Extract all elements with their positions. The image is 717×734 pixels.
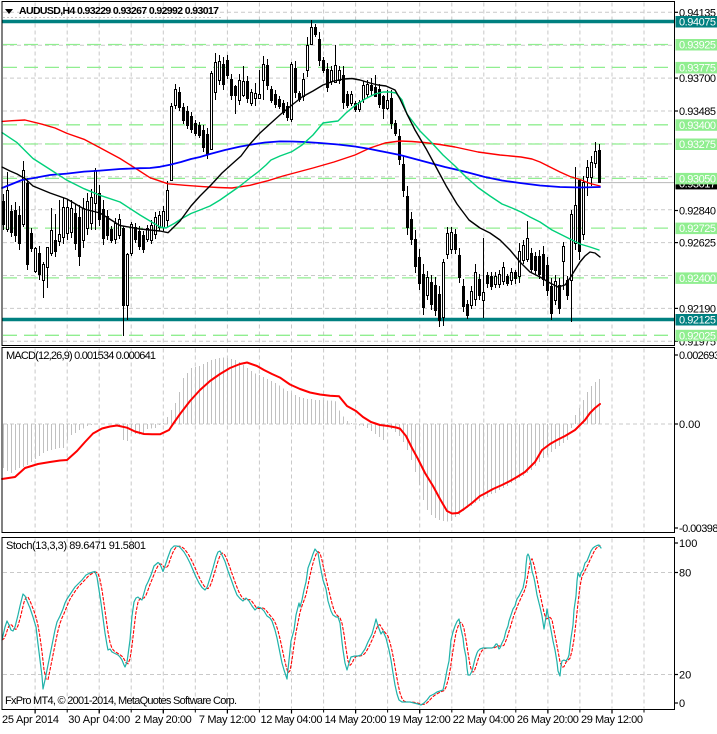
svg-text:0.93485: 0.93485 (679, 106, 716, 118)
svg-text:0.92025: 0.92025 (679, 330, 716, 342)
svg-text:14 May 20:00: 14 May 20:00 (325, 714, 387, 726)
svg-text:19 May 12:00: 19 May 12:00 (389, 714, 451, 726)
svg-text:0.93925: 0.93925 (679, 40, 716, 52)
svg-text:25 Apr 2014: 25 Apr 2014 (2, 714, 59, 726)
svg-text:22 May 04:00: 22 May 04:00 (453, 714, 515, 726)
svg-text:-0.003984: -0.003984 (679, 523, 717, 535)
svg-text:0.00: 0.00 (679, 419, 700, 431)
svg-text:0.93400: 0.93400 (679, 120, 716, 132)
svg-text:100: 100 (679, 538, 697, 550)
svg-text:0.92125: 0.92125 (679, 315, 716, 327)
svg-text:FxPro MT4, © 2001-2014, MetaQu: FxPro MT4, © 2001-2014, MetaQuotes Softw… (5, 695, 237, 707)
svg-text:0.93775: 0.93775 (679, 62, 716, 74)
svg-text:0: 0 (679, 698, 685, 710)
svg-text:2 May 20:00: 2 May 20:00 (135, 714, 192, 726)
svg-text:MACD(12,26,9) 0.001534 0.00064: MACD(12,26,9) 0.001534 0.000641 (6, 350, 156, 362)
svg-text:7 May 12:00: 7 May 12:00 (199, 714, 256, 726)
svg-text:80: 80 (679, 568, 691, 580)
svg-text:20: 20 (679, 670, 691, 682)
svg-text:26 May 20:00: 26 May 20:00 (517, 714, 579, 726)
svg-text:29 May 12:00: 29 May 12:00 (581, 714, 643, 726)
svg-text:0.93050: 0.93050 (679, 173, 716, 185)
svg-text:0.92840: 0.92840 (679, 206, 716, 218)
svg-text:Stoch(13,3,3) 89.6471 91.5801: Stoch(13,3,3) 89.6471 91.5801 (6, 540, 146, 552)
svg-text:0.92725: 0.92725 (679, 223, 716, 235)
svg-text:AUDUSD,H4 0.93229 0.93267 0.9: AUDUSD,H4 0.93229 0.93267 0.92992 0.9301… (19, 5, 219, 17)
svg-text:0.92625: 0.92625 (679, 238, 716, 250)
svg-text:0.93700: 0.93700 (679, 73, 716, 85)
svg-text:30 Apr 04:00: 30 Apr 04:00 (68, 714, 130, 726)
svg-text:12 May 04:00: 12 May 04:00 (261, 714, 323, 726)
svg-text:0.92400: 0.92400 (679, 273, 716, 285)
svg-text:0.94075: 0.94075 (679, 17, 716, 29)
svg-text:0.93275: 0.93275 (679, 139, 716, 151)
svg-text:0.002693: 0.002693 (679, 350, 717, 362)
